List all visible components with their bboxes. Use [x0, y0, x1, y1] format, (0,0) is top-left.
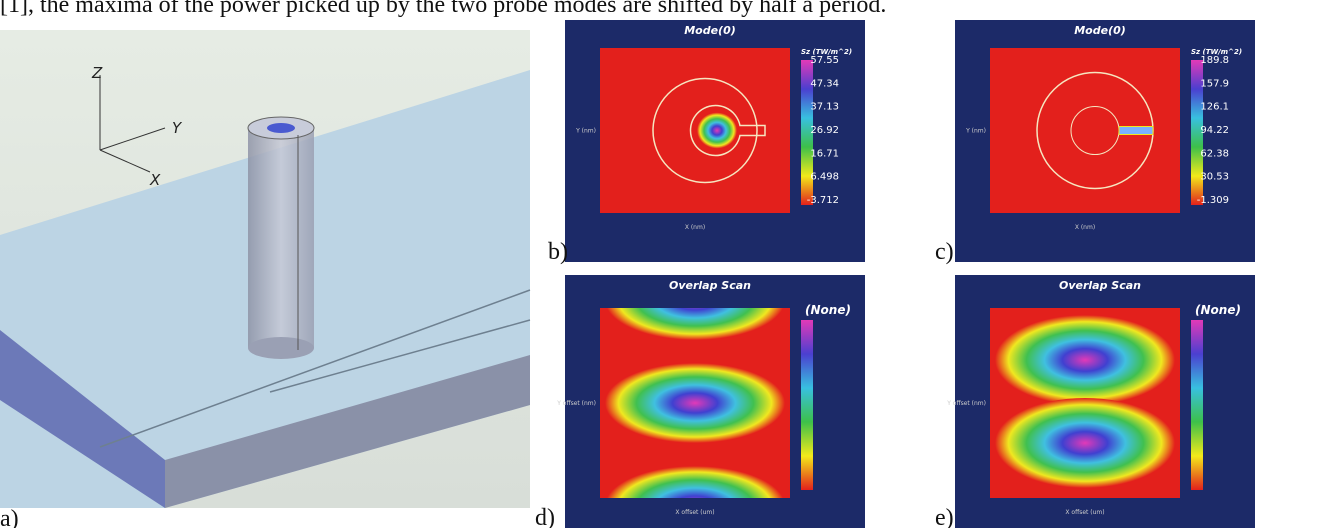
colorbar-title: (None)	[805, 303, 851, 317]
colorbar-tick: 16.71	[810, 148, 839, 159]
panel: Mode(0)Sz (TW/m^2)57.5547.3437.1326.9216…	[548, 20, 865, 265]
field-blob	[995, 398, 1175, 488]
panel: Mode(0)Sz (TW/m^2)189.8157.9126.194.2262…	[935, 20, 1255, 265]
plot-title: Overlap Scan	[1059, 279, 1141, 292]
x-axis-label: X (nm)	[1075, 224, 1095, 231]
axis-label: Z	[91, 64, 103, 82]
field-bar	[1119, 127, 1153, 135]
panel-label: a)	[0, 506, 19, 528]
field-blob	[697, 113, 737, 149]
colorbar-tick: 57.55	[810, 55, 839, 66]
y-axis-label: Y (nm)	[575, 128, 596, 135]
y-axis-label: Y offset (nm)	[946, 400, 986, 407]
y-axis-label: Y offset (nm)	[556, 400, 596, 407]
colorbar-tick: -1.309	[1197, 195, 1229, 206]
plot-area	[600, 48, 790, 213]
panel: Overlap Scan (None) X offset (um) Y offset …	[535, 260, 865, 528]
colorbar-tick: 26.92	[810, 125, 839, 136]
colorbar-tick: 30.53	[1200, 172, 1229, 183]
colorbar-tick: 126.1	[1200, 102, 1229, 113]
y-axis-label: Y (nm)	[965, 128, 986, 135]
colorbar-tick: 189.8	[1200, 55, 1229, 66]
colorbar-tick: 47.34	[810, 78, 839, 89]
axis-label: X	[149, 171, 161, 189]
colorbar-title: (None)	[1195, 303, 1241, 317]
panel: Overlap Scan (None) X offset (um) Y offset …	[935, 275, 1255, 528]
colorbar-tick: 37.13	[810, 102, 839, 113]
field-blob	[605, 363, 785, 443]
panel-a: Z Y X a)	[0, 30, 530, 528]
colorbar-tick: 6.498	[810, 172, 839, 183]
x-axis-label: X offset (um)	[675, 509, 714, 516]
panel-label: b)	[548, 239, 568, 265]
colorbar-tick: 62.38	[1200, 148, 1229, 159]
panel-label: e)	[935, 505, 954, 528]
colorbar	[801, 320, 813, 490]
plot-title: Mode(0)	[684, 24, 736, 37]
figure: [1], the maxima of the power picked up b…	[0, 0, 1340, 528]
colorbar	[1191, 320, 1203, 490]
panel-label: d)	[535, 505, 555, 528]
plot-title: Overlap Scan	[669, 279, 751, 292]
field-blob	[995, 315, 1175, 405]
colorbar-tick: -3.712	[807, 195, 839, 206]
plot-title: Mode(0)	[1074, 24, 1126, 37]
colorbar-tick: 94.22	[1200, 125, 1229, 136]
x-axis-label: X (nm)	[685, 224, 705, 231]
x-axis-label: X offset (um)	[1065, 509, 1104, 516]
panel-label: c)	[935, 239, 954, 265]
colorbar-tick: 157.9	[1200, 78, 1229, 89]
caption-line: [1], the maxima of the power picked up b…	[0, 0, 886, 18]
